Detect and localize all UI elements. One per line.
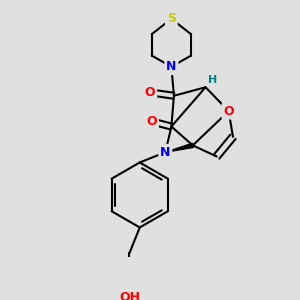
Text: S: S xyxy=(167,12,176,25)
Text: O: O xyxy=(145,86,155,99)
Text: O: O xyxy=(224,105,234,118)
Text: H: H xyxy=(208,75,217,85)
Polygon shape xyxy=(165,143,193,152)
Text: O: O xyxy=(146,115,157,128)
Text: N: N xyxy=(166,60,177,73)
Text: N: N xyxy=(160,146,171,159)
Text: OH: OH xyxy=(119,291,140,300)
